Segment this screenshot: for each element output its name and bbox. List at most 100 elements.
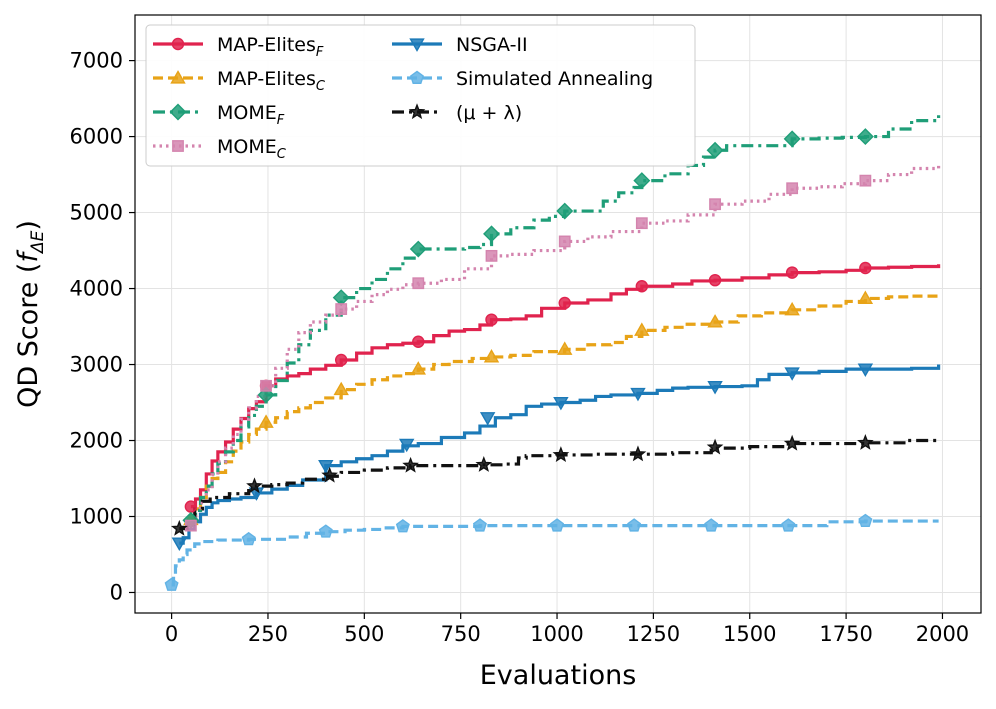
x-tick-label: 0 [165,622,178,646]
data-point-marker [553,396,569,411]
legend-swatch-marker [171,37,185,51]
legend-label-subscript: C [316,79,326,94]
legend-label-name: MOME [217,136,277,158]
data-point-marker [706,438,724,455]
legend-swatch-marker [170,70,186,84]
data-point-marker [857,290,874,304]
data-point-marker [412,277,425,290]
data-point-marker [707,314,723,328]
legend-label: MAP-ElitesC [217,68,326,94]
data-point-marker [783,130,801,148]
data-point-marker [412,335,425,348]
plot-area-frame [134,14,982,614]
data-point-marker [335,303,348,315]
y-tick-label: 3000 [70,353,123,377]
y-axis-label-close: ) [13,220,44,231]
axis-ticks: 0 250 500 750 1000 1250 1500 1750 2000 0 1000 2000 3… [70,49,970,646]
data-point-marker [857,434,874,450]
series-line-2 [190,115,941,522]
legend-label-name: MAP-Elites [217,68,316,90]
legend-label: (μ + λ) [456,102,522,124]
data-point-marker [858,513,873,528]
data-point-marker [630,387,646,402]
legend-label: MOMEF [217,102,285,128]
data-point-marker [786,182,799,195]
data-point-marker [704,518,719,532]
series-markers [164,128,874,591]
series-line-4 [179,364,941,545]
y-tick-label: 4000 [70,277,123,301]
data-point-marker [627,518,642,532]
data-point-marker [399,438,415,453]
data-point-marker [706,141,724,159]
data-point-marker [164,577,179,591]
data-point-marker [483,349,500,363]
data-point-marker [246,477,263,494]
x-tick-label: 250 [248,622,288,646]
legend-label-name: MAP-Elites [217,34,316,56]
data-point-marker [258,414,274,428]
data-point-marker [557,341,573,355]
x-tick-label: 1500 [723,622,776,646]
data-point-marker [260,379,272,392]
data-point-marker [334,353,348,367]
x-axis-label: Evaluations [480,660,637,691]
data-point-marker [783,434,801,451]
data-point-marker [856,128,874,146]
legend-swatch-marker [172,140,184,152]
y-tick-label: 1000 [70,504,123,528]
data-point-marker [409,240,427,258]
legend-box [145,24,696,167]
legend-label: NSGA-II [456,34,528,56]
x-tick-label: 750 [441,622,481,646]
y-tick-label: 7000 [70,49,123,73]
x-tick-label: 1750 [819,622,872,646]
series-line-5 [171,519,939,587]
data-point-marker [318,524,333,538]
y-tick-label: 2000 [70,429,123,453]
data-point-marker [479,412,496,426]
data-point-marker [333,381,349,396]
x-tick-label: 1250 [627,622,680,646]
legend-label-name: Simulated Annealing [456,68,653,90]
data-point-marker [633,172,651,190]
data-point-marker [552,446,570,463]
legend-label-name: NSGA-II [456,34,528,56]
x-tick-label: 1000 [530,622,583,646]
data-point-marker [550,518,565,532]
series-line-1 [190,294,941,522]
legend-label: Simulated Annealing [456,68,653,90]
x-tick-label: 2000 [916,622,969,646]
data-point-marker [475,456,493,472]
y-tick-label: 0 [110,580,123,604]
legend-swatch-marker [169,103,187,121]
legend-label-subscript: F [277,113,285,128]
data-point-marker [483,225,500,243]
data-point-marker [708,273,722,287]
legend-swatch-marker [409,38,425,52]
data-point-marker [634,322,650,336]
legend-swatch-marker [408,103,426,120]
data-point-marker [171,537,188,552]
data-point-marker [558,235,571,248]
legend-label-name: MOME [217,102,277,124]
data-point-marker [781,518,796,532]
data-point-marker [184,500,198,513]
legend-label: MAP-ElitesF [217,34,324,60]
data-point-marker [707,380,723,395]
data-point-marker [485,249,498,262]
data-point-marker [558,296,571,310]
legend-swatch-marker [409,70,425,84]
legend-label: MOMEC [217,136,287,162]
data-point-marker [321,466,338,483]
legend: MAP-ElitesFMAP-ElitesCMOMEFMOMECNSGA-IIS… [145,24,696,167]
data-point-marker [184,519,197,532]
data-point-marker [332,289,350,307]
data-point-marker [556,202,574,220]
series-lines [171,115,941,587]
series-line-0 [190,264,941,509]
data-point-marker [709,198,721,211]
y-axis-label: QD Score (fΔE) [13,220,48,408]
data-point-marker [859,261,872,275]
